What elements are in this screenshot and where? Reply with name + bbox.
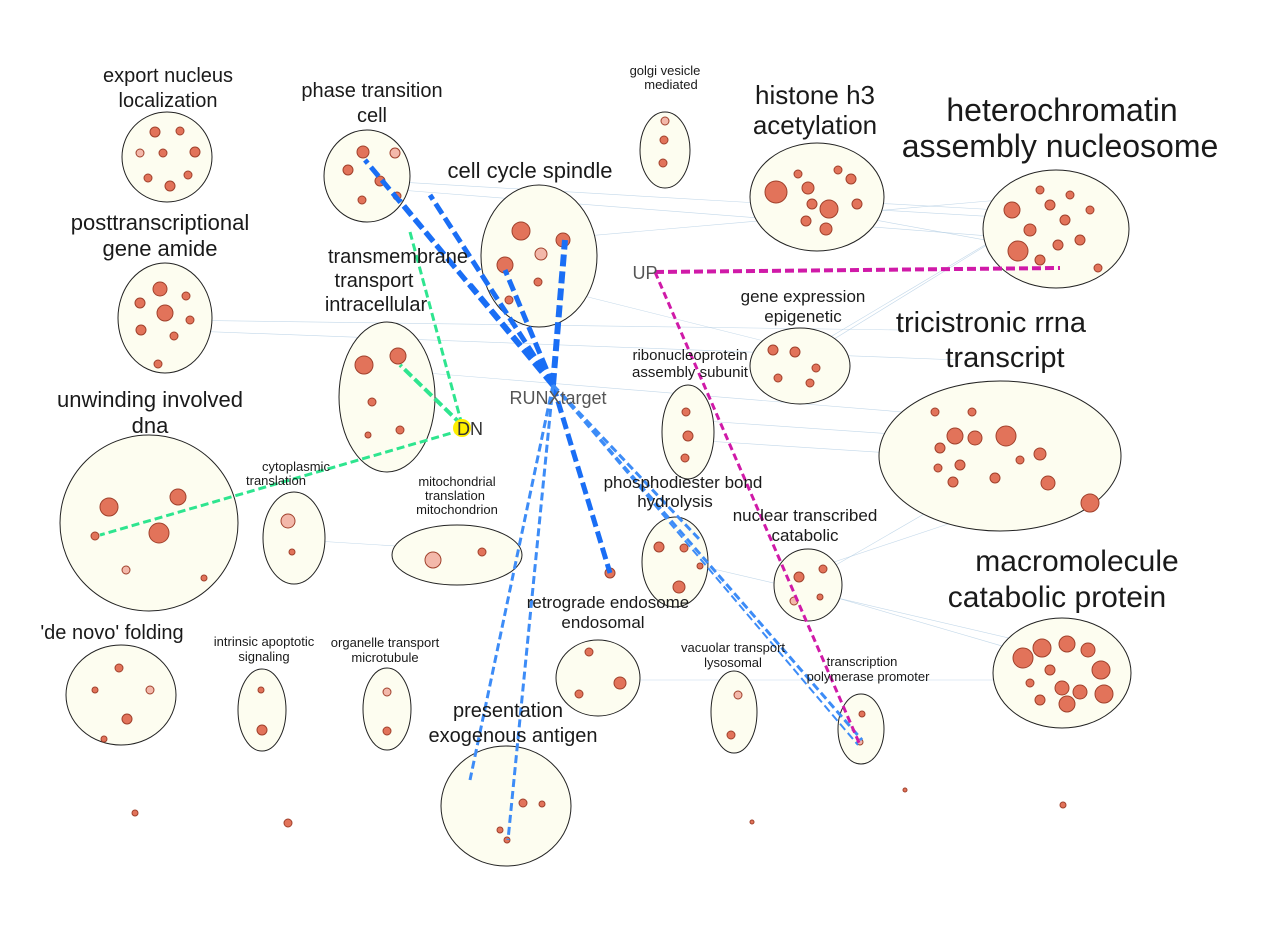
isolated-nodes [131,567,1067,828]
cluster-label-golgi: golgi vesicle [630,63,701,78]
cluster-label-hetero: heterochromatin [946,92,1177,128]
cluster-posttranscriptional [117,262,213,374]
cluster-cytoplasmic [262,491,326,585]
cluster-label-nuclear: catabolic [771,526,839,545]
cluster-tricistronic [878,380,1122,532]
hub-label-dn: DN [457,419,483,439]
cluster-label-mito: mitochondrion [416,502,498,517]
cluster-organelle [362,667,412,751]
cluster-nuclear-transcribed [773,548,843,622]
cluster-label-mito: mitochondrial [418,474,495,489]
cluster-export-nucleus [121,111,213,203]
cluster-label-macro: macromolecule [975,545,1178,578]
cluster-label-intrinsic: intrinsic apoptotic [214,634,315,649]
cluster-golgi-vesicle [639,111,691,189]
cluster-label-organelle: organelle transport [331,635,440,650]
cluster-label-posttx: gene amide [103,236,218,261]
cluster-label-organelle: microtubule [351,650,418,665]
cluster-label-tricis: transcript [945,342,1064,374]
cluster-label-cyto: translation [246,473,306,488]
cluster-labels: export nucleus localization phase transiti… [40,63,1218,747]
cluster-label-transcr: transcription [827,654,898,669]
cluster-label-transmem: transmembrane [328,246,468,268]
cluster-presentation [440,745,572,867]
cluster-label-transcr: polymerase promoter [807,669,930,684]
cluster-heterochromatin [982,169,1130,289]
cluster-label-ribonuc: ribonucleoprotein [632,347,747,364]
cluster-label-export: export nucleus [103,65,233,87]
cluster-unwinding [59,434,239,612]
cluster-label-hetero: assembly nucleosome [902,128,1219,164]
cluster-intrinsic [237,668,287,752]
cluster-label-export: localization [119,90,218,112]
cluster-transcription-polymerase [837,693,885,765]
cluster-label-transmem: transport [335,270,414,292]
cluster-label-histone: histone h3 [755,80,875,110]
cluster-label-phase: cell [357,105,387,127]
cluster-label-unwind: dna [132,413,169,438]
cluster-label-present: presentation [453,700,563,722]
cluster-histone-h3 [749,142,885,252]
runx-edges [363,158,864,841]
cluster-transmembrane [338,321,436,473]
hub-label-runx: RUNXtarget [509,388,606,408]
cluster-label-geneexp: epigenetic [764,307,842,326]
cluster-label-retro: retrograde endosome [527,593,690,612]
cluster-label-spindle: cell cycle spindle [447,158,612,183]
cluster-label-transmem: intracellular [325,294,428,316]
cluster-label-golgi: mediated [644,77,697,92]
cluster-label-tricis: tricistronic rrna [896,307,1087,339]
cluster-de-novo [65,644,177,746]
cluster-label-retro: endosomal [561,613,644,632]
cluster-label-histone: acetylation [753,110,877,140]
cluster-label-mito: translation [425,488,485,503]
cluster-label-vacuolar: vacuolar transport [681,640,785,655]
cluster-ribonucleoprotein [661,384,715,480]
cluster-macromolecule [992,617,1132,729]
cluster-mitochondrial [391,524,523,586]
cluster-label-macro: catabolic protein [948,581,1166,614]
cluster-label-unwind: unwinding involved [57,387,243,412]
cluster-phase-transition [323,129,411,223]
cluster-label-ribonuc: assembly subunit [632,364,749,381]
cluster-label-intrinsic: signaling [238,649,289,664]
cluster-label-posttx: posttranscriptional [71,210,250,235]
cluster-spindle [480,184,598,328]
cluster-label-cyto: cytoplasmic [262,459,330,474]
cluster-label-phospho: hydrolysis [637,492,713,511]
cluster-label-vacuolar: lysosomal [704,655,762,670]
cluster-label-phospho: phosphodiester bond [604,473,763,492]
dn-hub-marker [453,419,471,437]
cluster-gene-expression [749,327,851,405]
cluster-retrograde [555,639,641,717]
cluster-label-nuclear: nuclear transcribed [733,506,878,525]
up-edges [653,266,1061,746]
dn-edges [99,231,464,537]
cluster-label-present: exogenous antigen [428,725,597,747]
hub-label-up: UP [632,263,657,283]
cluster-label-phase: phase transition [301,80,442,102]
cluster-label-denovo: 'de novo' folding [40,622,183,644]
cluster-label-geneexp: gene expression [741,287,866,306]
cluster-vacuolar [710,670,758,754]
cluster-phosphodiester [641,516,709,608]
